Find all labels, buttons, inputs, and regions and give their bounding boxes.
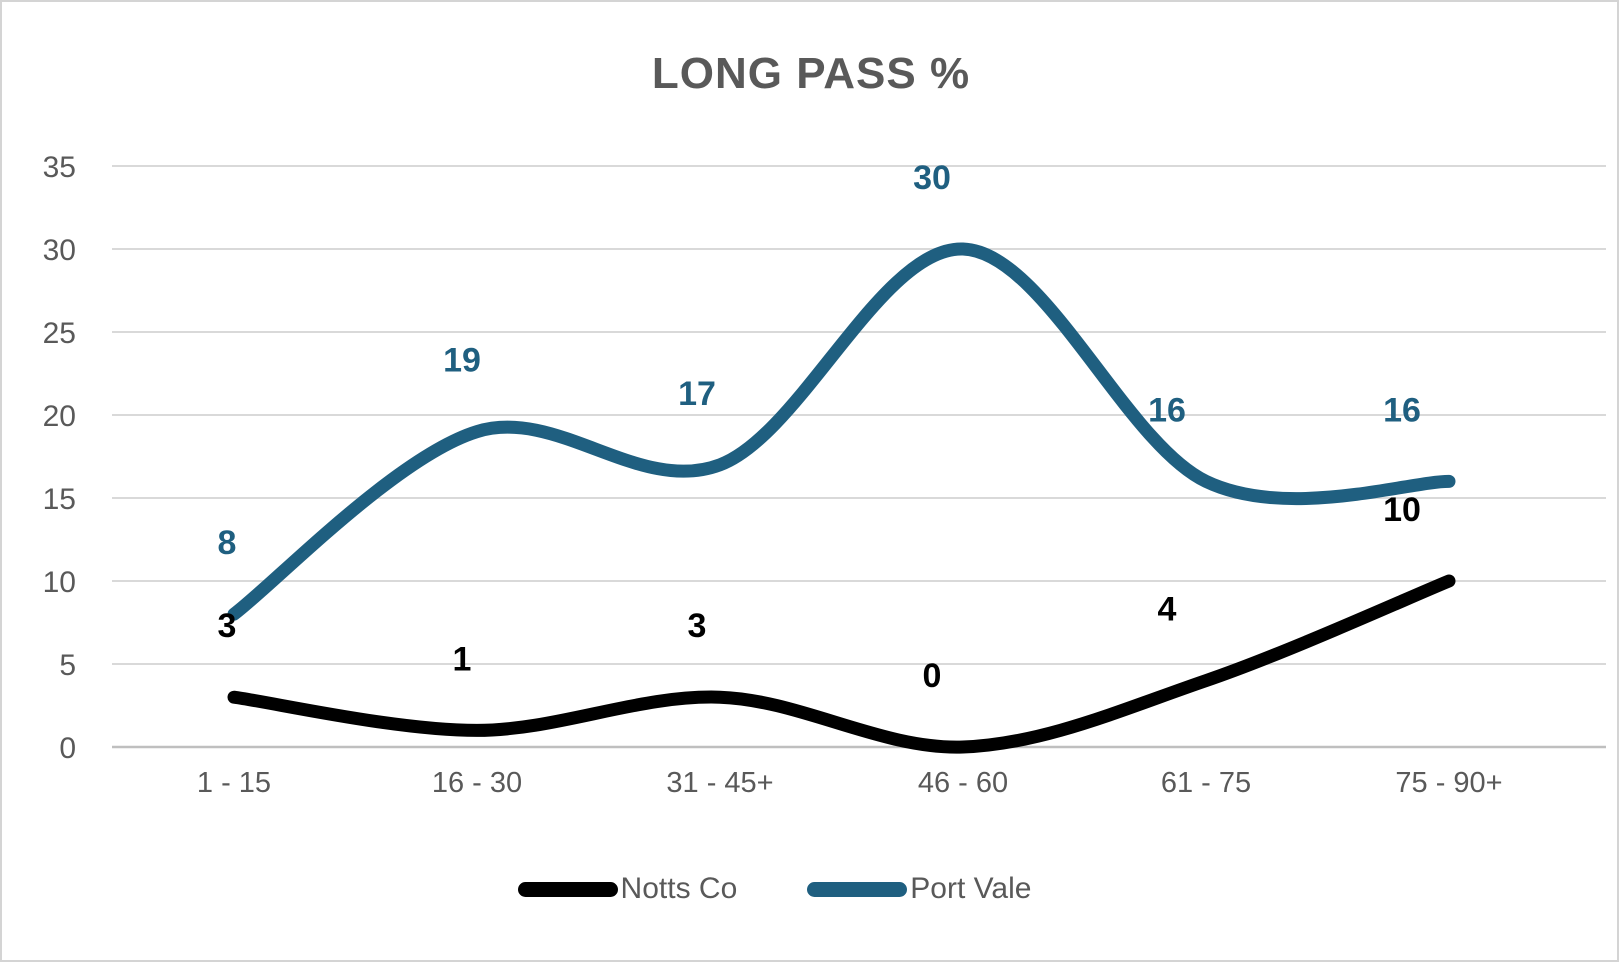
- y-tick-label: 0: [59, 732, 76, 765]
- x-category-label: 31 - 45+: [666, 767, 773, 799]
- series-line-notts-co: [227, 574, 1456, 754]
- data-label-notts-co: 3: [218, 607, 237, 645]
- data-label-port-vale: 19: [443, 342, 481, 380]
- data-label-port-vale: 16: [1148, 391, 1186, 429]
- legend-label-port-vale: Port Vale: [910, 872, 1032, 905]
- legend-item-notts-co: Notts Co: [517, 872, 738, 906]
- data-label-notts-co: 4: [1158, 591, 1177, 629]
- legend-label-notts-co: Notts Co: [620, 872, 738, 905]
- x-category-label: 46 - 60: [918, 767, 1008, 799]
- y-tick-label: 30: [43, 234, 76, 267]
- legend-item-port-vale: Port Vale: [807, 872, 1031, 906]
- x-category-label: 75 - 90+: [1395, 767, 1502, 799]
- data-label-port-vale: 17: [678, 375, 716, 413]
- chart-title: LONG PASS %: [652, 49, 970, 98]
- data-label-notts-co: 10: [1383, 491, 1421, 529]
- y-tick-label: 25: [43, 317, 76, 350]
- x-axis-category-labels: 1 - 15 16 - 30 31 - 45+ 46 - 60 61 - 75 75 - …: [197, 767, 1503, 799]
- x-category-label: 61 - 75: [1161, 767, 1251, 799]
- data-label-port-vale: 16: [1383, 391, 1421, 429]
- y-tick-label: 20: [43, 400, 76, 433]
- y-tick-label: 10: [43, 566, 76, 599]
- data-label-notts-co: 0: [923, 657, 942, 695]
- series-lines: [227, 242, 1456, 754]
- gridlines: [112, 165, 1606, 749]
- y-tick-label: 15: [43, 483, 76, 516]
- data-label-port-vale: 30: [913, 159, 951, 197]
- data-label-notts-co: 3: [688, 607, 707, 645]
- data-label-port-vale: 8: [218, 524, 237, 562]
- legend: Notts Co Port Vale: [2, 872, 1582, 906]
- x-category-label: 1 - 15: [197, 767, 271, 799]
- x-category-label: 16 - 30: [432, 767, 522, 799]
- port-vale-line-swatch: [807, 881, 908, 897]
- y-axis-tick-labels: 0 5 10 15 20 25 30 35: [43, 151, 76, 765]
- y-tick-label: 5: [59, 649, 76, 682]
- notts-co-line-swatch: [517, 881, 618, 897]
- series-line-port-vale: [227, 242, 1456, 621]
- data-label-notts-co: 1: [453, 640, 472, 678]
- y-tick-label: 35: [43, 151, 76, 184]
